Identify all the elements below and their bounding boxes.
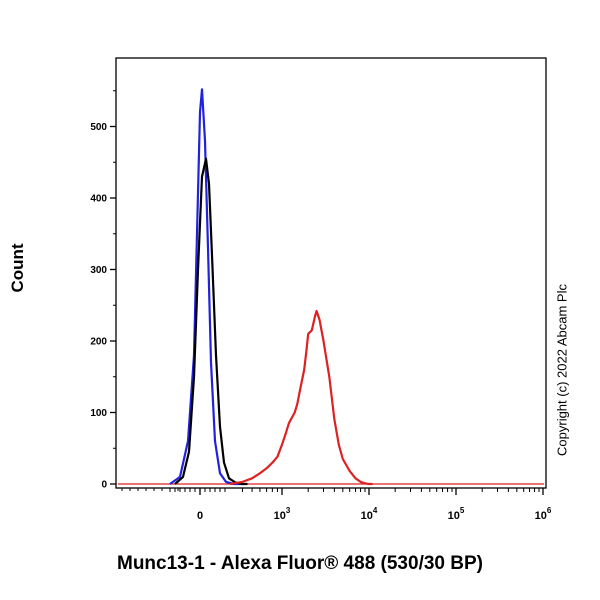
y-tick-label: 0 [101,480,107,491]
x-tick-label: 104 [361,506,378,522]
x-axis-label: Munc13-1 - Alexa Fluor® 488 (530/30 BP) [117,553,483,574]
y-tick-label: 200 [90,337,107,348]
series-line-3 [229,309,373,486]
y-axis: 0 100 200 300 400 500 [90,90,116,491]
x-axis: 0 103 104 105 106 [121,488,552,522]
plot-frame [115,57,547,489]
x-tick-label: 0 [197,510,203,522]
y-tick-label: 300 [90,265,107,276]
copyright-text: Copyright (c) 2022 Abcam Plc [554,284,570,456]
series-line-1 [169,88,243,486]
x-tick-label: 106 [535,506,552,522]
series-layer [118,88,544,486]
x-tick-label: 103 [274,506,291,522]
x-tick-label: 105 [448,506,465,522]
y-tick-label: 100 [90,408,107,419]
y-tick-label: 400 [90,194,107,205]
y-axis-label: Count [8,243,27,293]
y-tick-label: 500 [90,122,107,133]
series-line-2 [174,157,248,486]
